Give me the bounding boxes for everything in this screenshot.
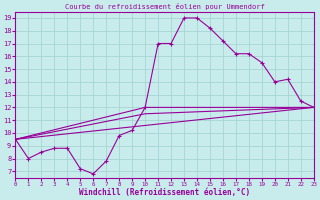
Title: Courbe du refroidissement éolien pour Ummendorf: Courbe du refroidissement éolien pour Um…: [65, 3, 264, 10]
X-axis label: Windchill (Refroidissement éolien,°C): Windchill (Refroidissement éolien,°C): [79, 188, 250, 197]
